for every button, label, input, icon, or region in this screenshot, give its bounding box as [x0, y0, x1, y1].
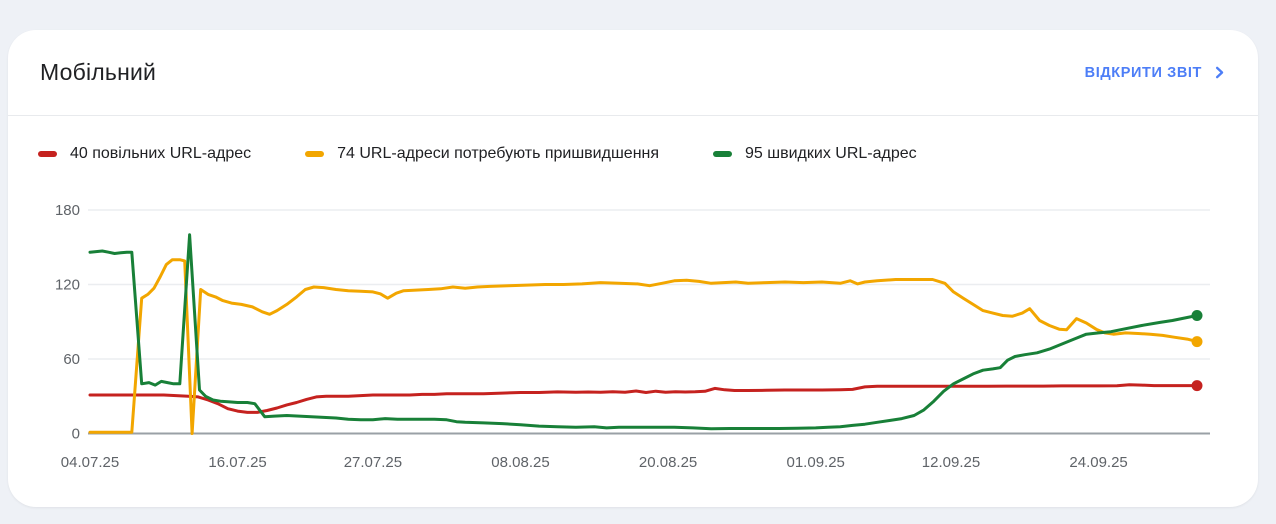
x-axis-tick-label: 04.07.25 [61, 454, 119, 471]
legend-label-fast-urls: 95 швидких URL-адрес [745, 145, 917, 162]
endpoint-dot-fast-urls [1191, 310, 1203, 321]
x-axis-tick-label: 27.07.25 [344, 454, 402, 471]
x-axis-tick-label: 20.08.25 [639, 454, 697, 471]
header-divider [8, 115, 1258, 116]
open-report-link[interactable]: ВІДКРИТИ ЗВІТ [1085, 64, 1228, 81]
card-header: Мобільний ВІДКРИТИ ЗВІТ [8, 30, 1258, 115]
open-report-label: ВІДКРИТИ ЗВІТ [1084, 64, 1202, 81]
legend-item-fast-urls[interactable]: 95 швидких URL-адрес [713, 145, 917, 163]
endpoint-dot-needs-improvement-urls [1191, 336, 1203, 348]
legend-label-needs-improvement-urls: 74 URL-адреси потребують пришвидшення [337, 145, 660, 162]
y-axis-tick-label: 120 [55, 277, 80, 294]
x-axis-tick-label: 01.09.25 [787, 454, 845, 471]
page-title: Мобільний [40, 59, 157, 85]
line-series-needs-improvement-urls [88, 258, 1199, 435]
chevron-right-icon [1215, 66, 1224, 79]
x-axis-tick-label: 24.09.25 [1069, 454, 1127, 471]
legend-label-slow-urls: 40 повільних URL-адрес [70, 145, 252, 162]
legend-item-slow-urls[interactable]: 40 повільних URL-адрес [38, 145, 251, 163]
y-axis-tick-label: 180 [55, 202, 80, 219]
y-axis-tick-label: 60 [63, 351, 80, 368]
x-axis-tick-label: 16.07.25 [208, 454, 266, 471]
line-series-slow-urls [88, 383, 1199, 414]
mobile-report-card: Мобільний ВІДКРИТИ ЗВІТ 40 повільних URL… [8, 30, 1258, 507]
legend-swatch-needs-improvement-icon [305, 151, 325, 157]
legend-item-needs-improvement-urls[interactable]: 74 URL-адреси потребують пришвидшення [305, 145, 659, 163]
legend-swatch-slow-icon [38, 151, 57, 157]
endpoint-dot-slow-urls [1191, 380, 1203, 392]
line-series-fast-urls [88, 233, 1199, 431]
y-axis-tick-label: 0 [72, 426, 80, 443]
x-axis-tick-label: 08.08.25 [491, 454, 549, 471]
x-axis-tick-label: 12.09.25 [922, 454, 980, 471]
chart-legend: 40 повільних URL-адрес 74 URL-адреси пот… [38, 143, 1258, 165]
legend-swatch-fast-icon [713, 151, 733, 157]
